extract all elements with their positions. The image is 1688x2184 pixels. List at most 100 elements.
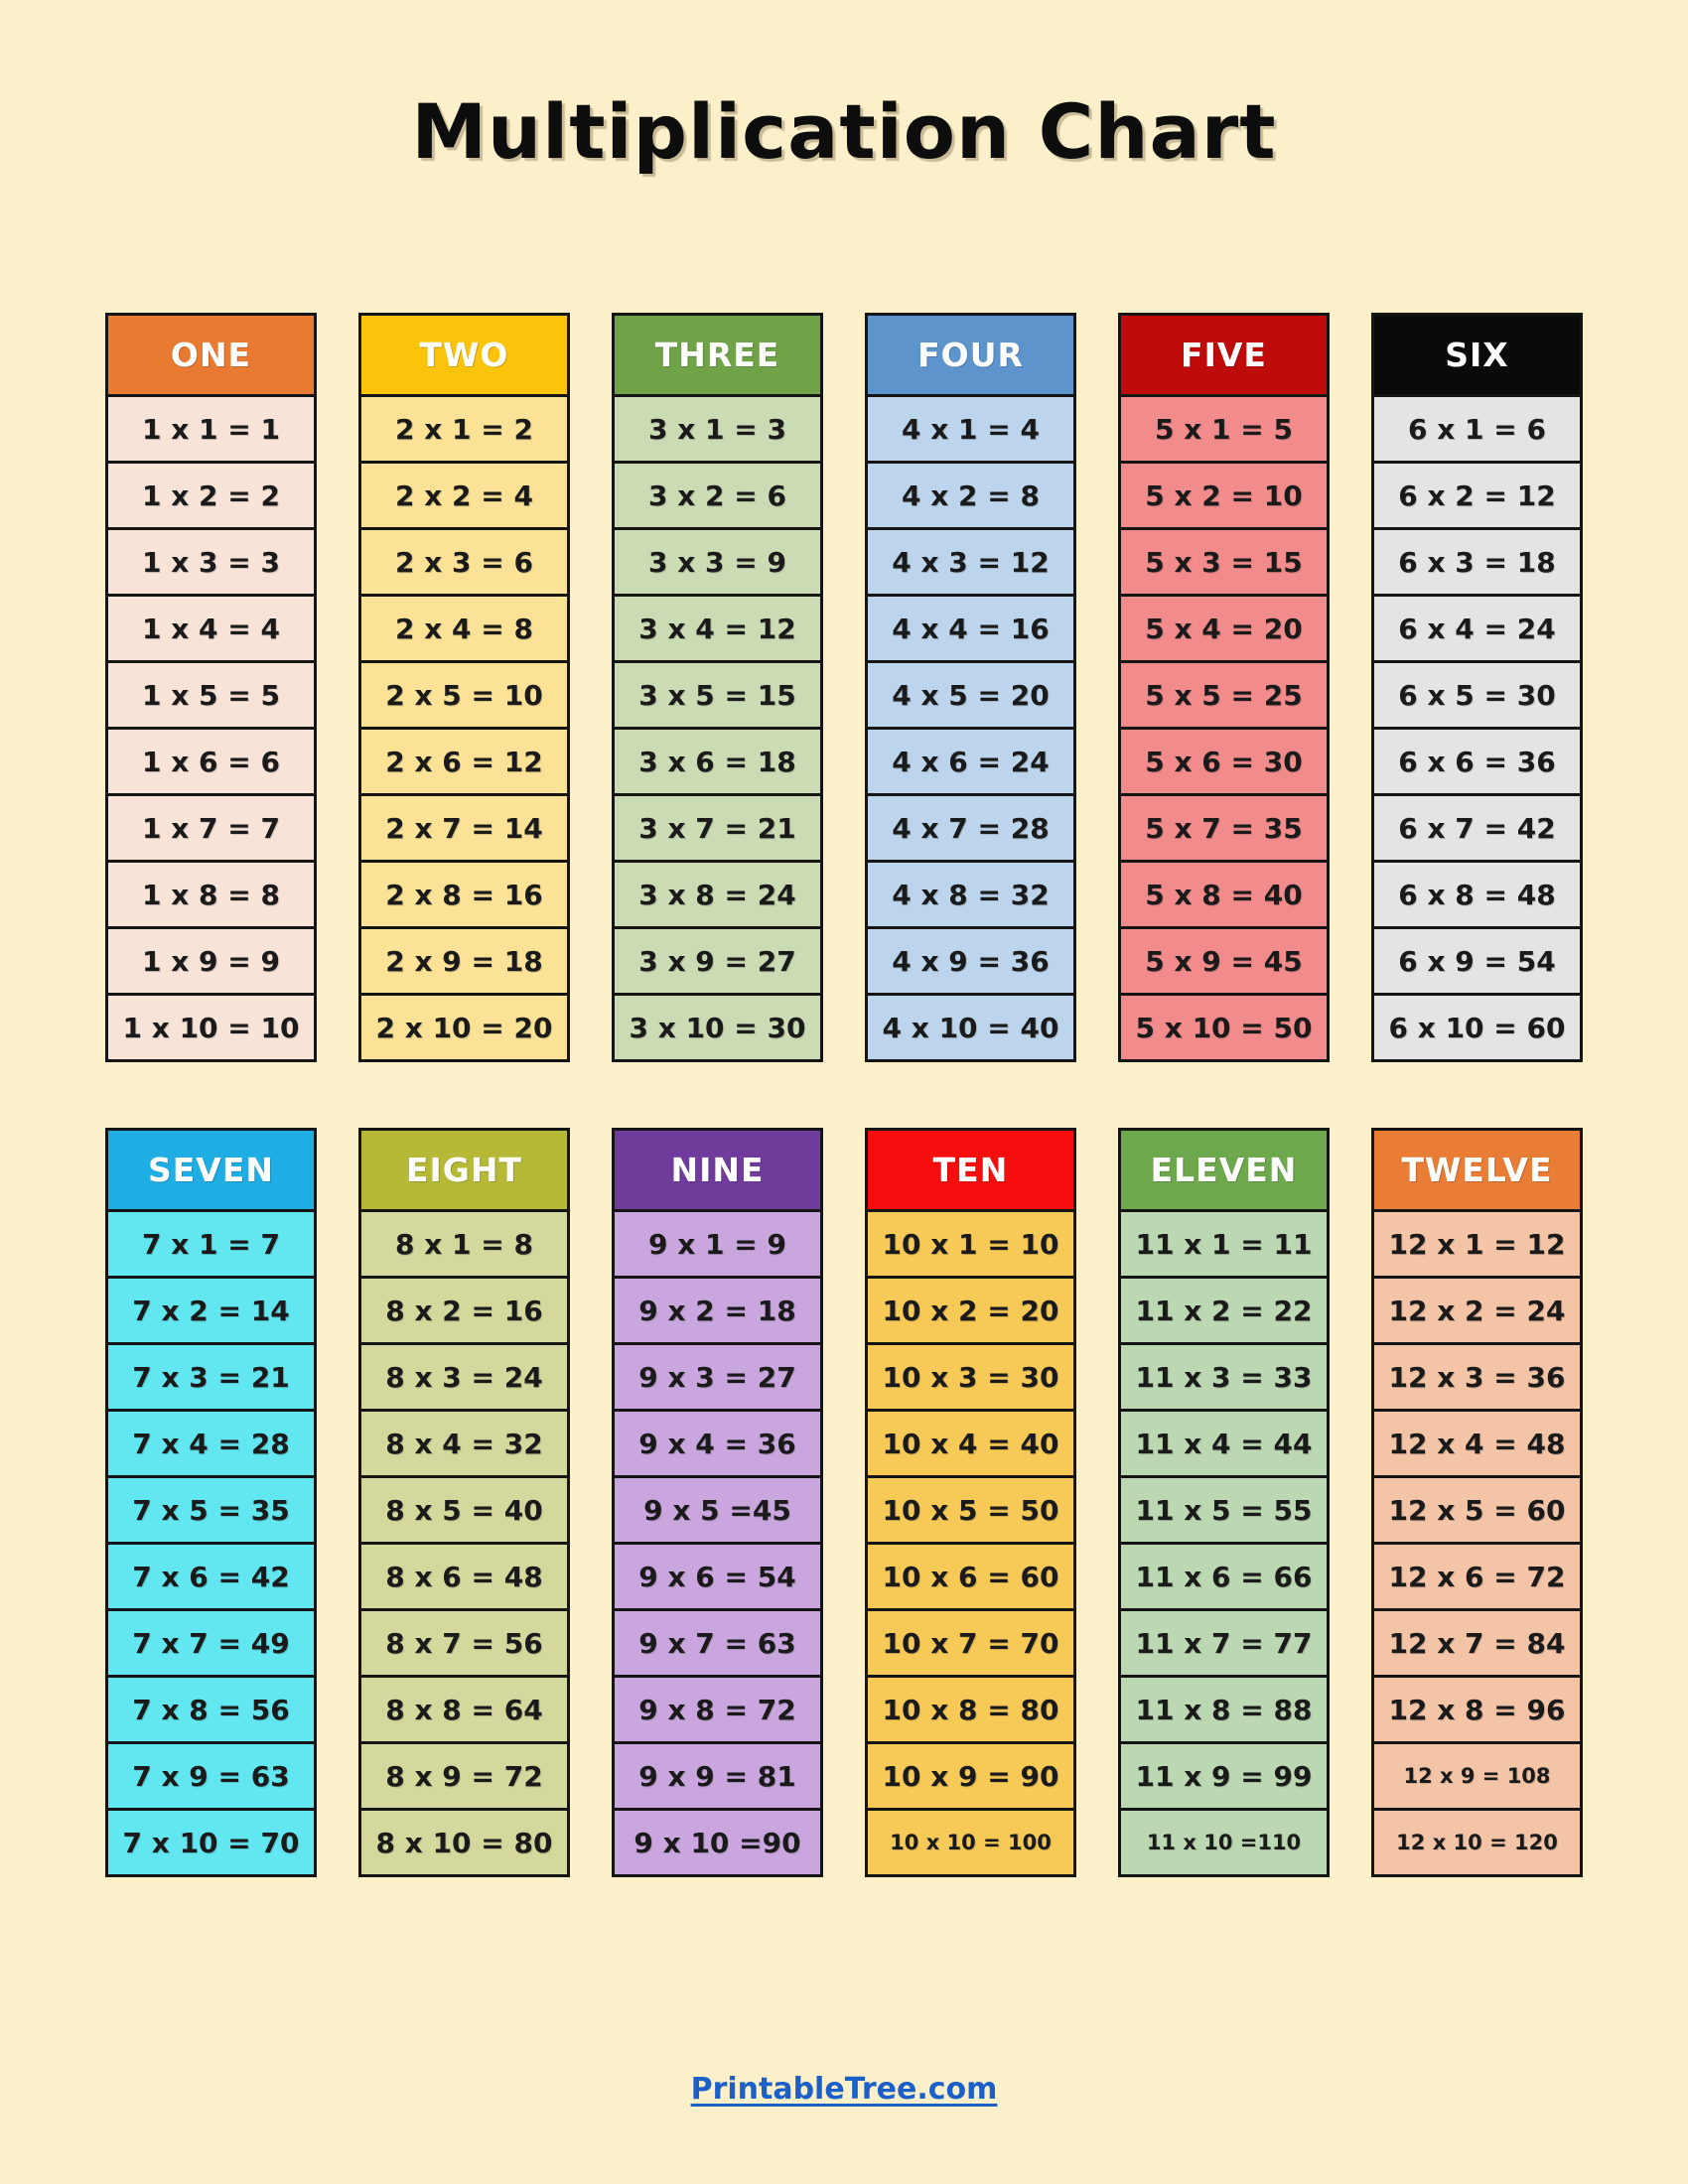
table-cell-nine-row2: 9 x 2 = 18 (612, 1276, 823, 1345)
table-cell-seven-row5: 7 x 5 = 35 (105, 1475, 317, 1545)
table-cell-ten-row10: 10 x 10 = 100 (865, 1808, 1076, 1877)
table-cell-eleven-row1: 11 x 1 = 11 (1118, 1209, 1330, 1279)
table-cell-eight-row8: 8 x 8 = 64 (358, 1675, 570, 1744)
table-header-eight: EIGHT (358, 1128, 570, 1212)
table-cell-seven-row4: 7 x 4 = 28 (105, 1409, 317, 1478)
table-cell-eight-row9: 8 x 9 = 72 (358, 1741, 570, 1811)
table-cell-eleven-row2: 11 x 2 = 22 (1118, 1276, 1330, 1345)
table-cell-four-row3: 4 x 3 = 12 (865, 527, 1076, 597)
table-cell-two-row5: 2 x 5 = 10 (358, 660, 570, 730)
table-cell-five-row2: 5 x 2 = 10 (1118, 461, 1330, 530)
table-cell-three-row1: 3 x 1 = 3 (612, 394, 823, 464)
table-cell-three-row6: 3 x 6 = 18 (612, 727, 823, 796)
table-cell-one-row7: 1 x 7 = 7 (105, 793, 317, 863)
table-cell-twelve-row5: 12 x 5 = 60 (1371, 1475, 1583, 1545)
table-cell-four-row4: 4 x 4 = 16 (865, 594, 1076, 663)
table-cell-six-row6: 6 x 6 = 36 (1371, 727, 1583, 796)
table-cell-one-row8: 1 x 8 = 8 (105, 860, 317, 929)
table-cell-nine-row4: 9 x 4 = 36 (612, 1409, 823, 1478)
table-cell-two-row3: 2 x 3 = 6 (358, 527, 570, 597)
table-cell-ten-row1: 10 x 1 = 10 (865, 1209, 1076, 1279)
table-cell-eleven-row9: 11 x 9 = 99 (1118, 1741, 1330, 1811)
table-cell-five-row6: 5 x 6 = 30 (1118, 727, 1330, 796)
table-cell-three-row5: 3 x 5 = 15 (612, 660, 823, 730)
table-cell-seven-row8: 7 x 8 = 56 (105, 1675, 317, 1744)
table-cell-eight-row1: 8 x 1 = 8 (358, 1209, 570, 1279)
table-header-three: THREE (612, 313, 823, 397)
table-cell-four-row5: 4 x 5 = 20 (865, 660, 1076, 730)
table-cell-ten-row2: 10 x 2 = 20 (865, 1276, 1076, 1345)
table-cell-six-row3: 6 x 3 = 18 (1371, 527, 1583, 597)
table-cell-ten-row4: 10 x 4 = 40 (865, 1409, 1076, 1478)
table-cell-twelve-row6: 12 x 6 = 72 (1371, 1542, 1583, 1611)
table-cell-six-row5: 6 x 5 = 30 (1371, 660, 1583, 730)
table-cell-six-row8: 6 x 8 = 48 (1371, 860, 1583, 929)
footer-link[interactable]: PrintableTree.com (690, 2072, 998, 2107)
table-cell-six-row2: 6 x 2 = 12 (1371, 461, 1583, 530)
table-cell-twelve-row7: 12 x 7 = 84 (1371, 1608, 1583, 1678)
table-cell-eleven-row5: 11 x 5 = 55 (1118, 1475, 1330, 1545)
table-cell-eight-row2: 8 x 2 = 16 (358, 1276, 570, 1345)
table-cell-six-row1: 6 x 1 = 6 (1371, 394, 1583, 464)
table-cell-eleven-row10: 11 x 10 =110 (1118, 1808, 1330, 1877)
table-cell-five-row8: 5 x 8 = 40 (1118, 860, 1330, 929)
table-cell-two-row6: 2 x 6 = 12 (358, 727, 570, 796)
table-header-one: ONE (105, 313, 317, 397)
table-cell-eight-row5: 8 x 5 = 40 (358, 1475, 570, 1545)
table-cell-two-row4: 2 x 4 = 8 (358, 594, 570, 663)
table-header-four: FOUR (865, 313, 1076, 397)
table-header-six: SIX (1371, 313, 1583, 397)
table-cell-two-row9: 2 x 9 = 18 (358, 926, 570, 996)
table-cell-ten-row6: 10 x 6 = 60 (865, 1542, 1076, 1611)
table-cell-twelve-row9: 12 x 9 = 108 (1371, 1741, 1583, 1811)
table-cell-three-row9: 3 x 9 = 27 (612, 926, 823, 996)
table-cell-eleven-row6: 11 x 6 = 66 (1118, 1542, 1330, 1611)
page-title: Multiplication Chart (411, 87, 1277, 176)
table-cell-eight-row7: 8 x 7 = 56 (358, 1608, 570, 1678)
table-cell-one-row3: 1 x 3 = 3 (105, 527, 317, 597)
table-cell-nine-row1: 9 x 1 = 9 (612, 1209, 823, 1279)
table-cell-seven-row7: 7 x 7 = 49 (105, 1608, 317, 1678)
table-cell-four-row9: 4 x 9 = 36 (865, 926, 1076, 996)
footer: PrintableTree.com (0, 2072, 1688, 2107)
table-cell-nine-row7: 9 x 7 = 63 (612, 1608, 823, 1678)
table-cell-three-row8: 3 x 8 = 24 (612, 860, 823, 929)
table-cell-twelve-row3: 12 x 3 = 36 (1371, 1342, 1583, 1412)
table-cell-two-row8: 2 x 8 = 16 (358, 860, 570, 929)
table-cell-nine-row10: 9 x 10 =90 (612, 1808, 823, 1877)
table-header-ten: TEN (865, 1128, 1076, 1212)
table-cell-seven-row10: 7 x 10 = 70 (105, 1808, 317, 1877)
table-cell-twelve-row4: 12 x 4 = 48 (1371, 1409, 1583, 1478)
table-cell-two-row1: 2 x 1 = 2 (358, 394, 570, 464)
table-cell-four-row7: 4 x 7 = 28 (865, 793, 1076, 863)
table-cell-ten-row3: 10 x 3 = 30 (865, 1342, 1076, 1412)
table-cell-seven-row3: 7 x 3 = 21 (105, 1342, 317, 1412)
table-cell-six-row9: 6 x 9 = 54 (1371, 926, 1583, 996)
table-cell-four-row10: 4 x 10 = 40 (865, 993, 1076, 1062)
table-cell-ten-row7: 10 x 7 = 70 (865, 1608, 1076, 1678)
table-cell-one-row9: 1 x 9 = 9 (105, 926, 317, 996)
table-cell-four-row2: 4 x 2 = 8 (865, 461, 1076, 530)
table-cell-eleven-row4: 11 x 4 = 44 (1118, 1409, 1330, 1478)
table-cell-nine-row5: 9 x 5 =45 (612, 1475, 823, 1545)
multiplication-table-eleven: ELEVEN 11 x 1 = 11 11 x 2 = 22 11 x 3 = 33 1… (1118, 1128, 1330, 1877)
table-cell-three-row10: 3 x 10 = 30 (612, 993, 823, 1062)
table-cell-nine-row3: 9 x 3 = 27 (612, 1342, 823, 1412)
table-cell-two-row2: 2 x 2 = 4 (358, 461, 570, 530)
table-cell-eight-row3: 8 x 3 = 24 (358, 1342, 570, 1412)
table-cell-seven-row2: 7 x 2 = 14 (105, 1276, 317, 1345)
multiplication-table-twelve: TWELVE 12 x 1 = 12 12 x 2 = 24 12 x 3 = 36 1… (1371, 1128, 1583, 1877)
table-cell-five-row7: 5 x 7 = 35 (1118, 793, 1330, 863)
table-cell-five-row10: 5 x 10 = 50 (1118, 993, 1330, 1062)
table-header-seven: SEVEN (105, 1128, 317, 1212)
table-cell-one-row2: 1 x 2 = 2 (105, 461, 317, 530)
table-cell-twelve-row10: 12 x 10 = 120 (1371, 1808, 1583, 1877)
table-cell-one-row4: 1 x 4 = 4 (105, 594, 317, 663)
table-cell-five-row4: 5 x 4 = 20 (1118, 594, 1330, 663)
